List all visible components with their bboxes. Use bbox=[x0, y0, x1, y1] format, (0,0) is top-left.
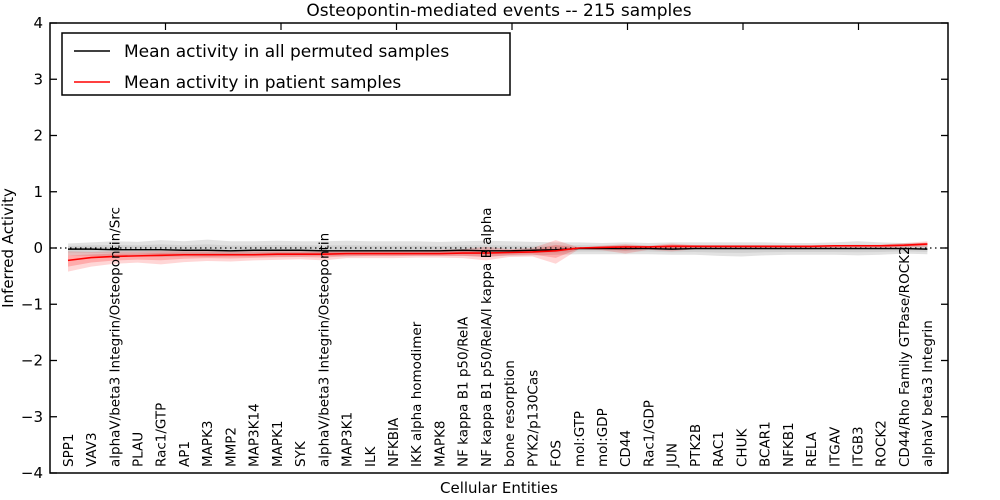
y-tick-label: −4 bbox=[21, 464, 43, 482]
x-tick-label: RAC1 bbox=[711, 431, 727, 467]
x-tick-label: RELA bbox=[804, 431, 820, 467]
y-tick-label: 3 bbox=[33, 70, 43, 88]
permuted-mean-line bbox=[68, 247, 928, 252]
x-tick-label: mol:GDP bbox=[595, 408, 611, 467]
y-tick-label: −1 bbox=[21, 295, 43, 313]
x-axis-label: Cellular Entities bbox=[440, 479, 558, 497]
x-tick-label: NF kappa B1 p50/RelA bbox=[456, 316, 472, 467]
x-tick-label: PLAU bbox=[130, 432, 146, 467]
x-tick-label: Rac1/GDP bbox=[641, 400, 657, 467]
x-tick-label: ITGAV bbox=[827, 426, 843, 467]
x-tick-label: alphaV/beta3 Integrin/Osteopontin/Src bbox=[107, 207, 123, 467]
legend-label-permuted: Mean activity in all permuted samples bbox=[124, 42, 449, 62]
x-tick-label: NF kappa B1 p50/RelA/I kappa B alpha bbox=[479, 207, 495, 467]
x-tick-label: MMP2 bbox=[223, 427, 239, 467]
x-tick-label: PTK2B bbox=[688, 424, 704, 467]
legend-label-patient: Mean activity in patient samples bbox=[124, 73, 401, 93]
y-tick-label: −3 bbox=[21, 408, 43, 426]
y-tick-label: 4 bbox=[33, 14, 43, 32]
x-tick-label: AP1 bbox=[177, 441, 193, 467]
x-tick-label: alphaV/beta3 Integrin/Osteopontin bbox=[316, 233, 332, 467]
tick-layer: −4 −3 −2 −1 0 1 2 3 4 SPP1 VAV3 alphaV/beta3 Integr… bbox=[21, 14, 948, 482]
x-tick-label: NFKBIA bbox=[386, 417, 402, 467]
x-tick-label: mol:GTP bbox=[572, 411, 588, 467]
x-tick-label: JUN bbox=[665, 443, 681, 468]
x-tick-label: ROCK2 bbox=[874, 420, 890, 467]
x-tick-label: MAPK3 bbox=[200, 421, 216, 467]
x-tick-label: Rac1/GTP bbox=[154, 403, 170, 467]
chart-title: Osteopontin-mediated events -- 215 sampl… bbox=[306, 1, 691, 21]
y-tick-label: −2 bbox=[21, 352, 43, 370]
y-tick-label: 0 bbox=[33, 239, 43, 257]
x-tick-label: ITGB3 bbox=[851, 426, 867, 467]
x-tick-label: CD44 bbox=[618, 430, 634, 467]
patient-band-inner bbox=[68, 242, 928, 267]
x-tick-label: ILK bbox=[363, 445, 379, 467]
y-tick-label: 2 bbox=[33, 127, 43, 145]
x-tick-label: MAP3K14 bbox=[247, 403, 263, 467]
x-tick-label: alphaV beta3 Integrin bbox=[920, 320, 936, 467]
x-tick-label: NFKB1 bbox=[781, 422, 797, 467]
x-tick-label: VAV3 bbox=[84, 432, 100, 467]
x-tick-label: CD44/Rho Family GTPase/ROCK2 bbox=[897, 246, 913, 467]
x-tick-label: MAPK8 bbox=[432, 421, 448, 467]
legend: Mean activity in all permuted samples Me… bbox=[61, 32, 511, 96]
x-tick-label: SPP1 bbox=[61, 434, 77, 467]
x-tick-label: FOS bbox=[549, 440, 565, 467]
x-tick-label: MAP3K1 bbox=[340, 412, 356, 467]
patient-mean-line bbox=[67, 243, 928, 262]
x-tick-label: CHUK bbox=[734, 428, 750, 467]
x-tick-label: IKK alpha homodimer bbox=[409, 321, 425, 467]
plot-area bbox=[50, 239, 948, 272]
x-tick-label: MAPK1 bbox=[270, 421, 286, 467]
y-tick-label: 1 bbox=[33, 183, 43, 201]
x-tick-label: SYK bbox=[293, 440, 309, 467]
permuted-band-outer bbox=[68, 239, 928, 257]
x-tick-label: bone resorption bbox=[502, 360, 518, 467]
x-tick-label: BCAR1 bbox=[758, 421, 774, 467]
y-axis-label: Inferred Activity bbox=[0, 188, 17, 308]
legend-box bbox=[61, 32, 511, 96]
x-tick-label: PYK2/p130Cas bbox=[525, 370, 541, 467]
